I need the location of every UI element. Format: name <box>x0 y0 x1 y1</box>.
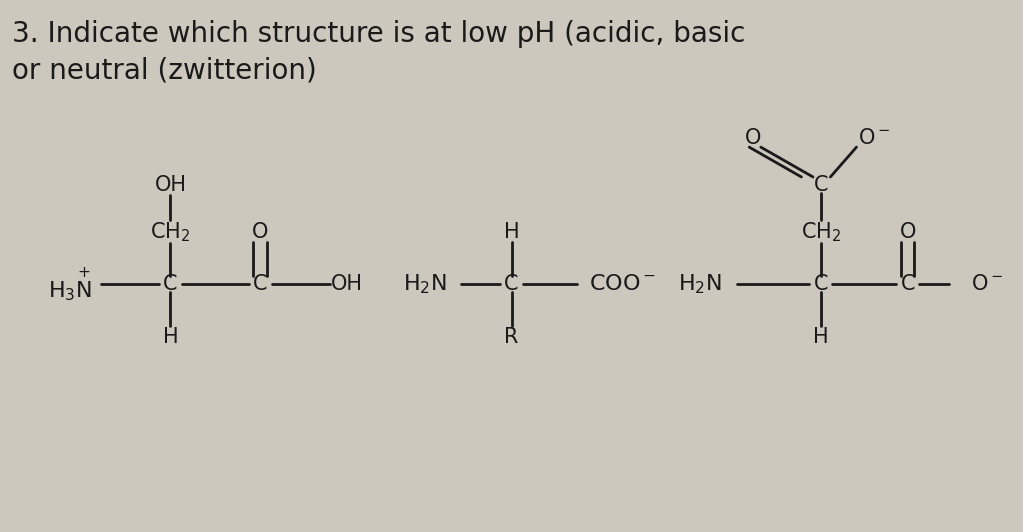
Text: C: C <box>900 275 915 294</box>
Text: C: C <box>813 175 828 195</box>
Text: R: R <box>504 327 519 347</box>
Text: $\mathregular{H_2N}$: $\mathregular{H_2N}$ <box>678 272 722 296</box>
Text: C: C <box>504 275 519 294</box>
Text: O: O <box>745 128 761 148</box>
Text: OH: OH <box>331 275 363 294</box>
Text: O: O <box>252 222 268 242</box>
Text: $\mathregular{CH_2}$: $\mathregular{CH_2}$ <box>150 220 190 244</box>
Text: $\mathregular{CH_2}$: $\mathregular{CH_2}$ <box>801 220 841 244</box>
Text: $\mathregular{H_2N}$: $\mathregular{H_2N}$ <box>403 272 446 296</box>
Text: $\mathregular{O^-}$: $\mathregular{O^-}$ <box>971 275 1003 294</box>
Text: H: H <box>163 327 178 347</box>
Text: C: C <box>163 275 178 294</box>
Text: O: O <box>899 222 916 242</box>
Text: H: H <box>503 222 520 242</box>
Text: OH: OH <box>154 175 186 195</box>
Text: $\mathregular{H_3\overset{+}{N}}$: $\mathregular{H_3\overset{+}{N}}$ <box>48 265 92 304</box>
Text: H: H <box>813 327 829 347</box>
Text: C: C <box>253 275 267 294</box>
Text: $\mathregular{O^-}$: $\mathregular{O^-}$ <box>857 128 890 148</box>
Text: or neutral (zwitterion): or neutral (zwitterion) <box>12 56 317 85</box>
Text: C: C <box>813 275 828 294</box>
Text: 3. Indicate which structure is at low pH (acidic, basic: 3. Indicate which structure is at low pH… <box>12 20 746 48</box>
Text: $\mathregular{COO^-}$: $\mathregular{COO^-}$ <box>589 275 656 294</box>
